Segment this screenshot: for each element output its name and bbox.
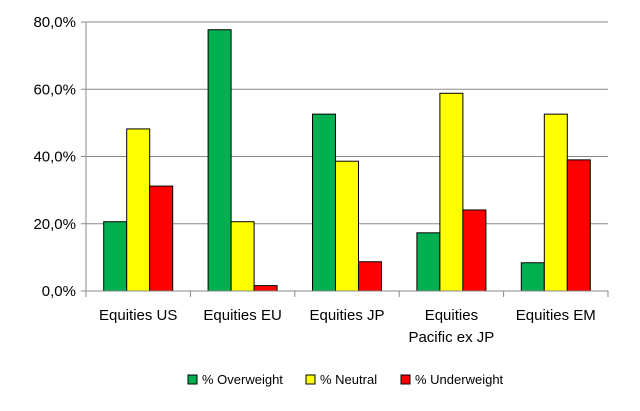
y-tick-label: 60,0% — [33, 81, 76, 98]
bar — [358, 261, 382, 292]
bar — [416, 232, 441, 292]
bar — [520, 262, 545, 292]
bar — [207, 29, 232, 292]
bar — [253, 285, 278, 292]
x-category-label: Equities — [425, 307, 478, 324]
axes — [81, 21, 609, 297]
bar-series — [103, 29, 591, 292]
x-category-label: Equities US — [99, 307, 177, 324]
legend-label: % Neutral — [320, 372, 377, 387]
y-tick-label: 0,0% — [42, 283, 76, 300]
x-category-label: Pacific ex JP — [408, 329, 494, 346]
bar — [462, 209, 487, 292]
bar — [230, 221, 255, 292]
legend-label: % Underweight — [415, 372, 504, 387]
legend-label: % Overweight — [202, 372, 283, 387]
y-tick-label: 80,0% — [33, 14, 76, 31]
bar — [566, 159, 591, 292]
x-category-label: Equities EM — [516, 307, 596, 324]
bar — [335, 160, 359, 292]
bar — [149, 185, 174, 292]
legend-swatch — [400, 374, 411, 385]
legend-swatch — [305, 374, 316, 385]
legend: % Overweight % Neutral % Underweight — [187, 372, 504, 387]
legend-swatch — [187, 374, 198, 385]
bar — [439, 92, 464, 292]
bar — [103, 221, 128, 292]
y-axis-tick-labels: 0,0% 20,0% 40,0% 60,0% 80,0% — [33, 14, 76, 300]
bar — [543, 113, 568, 292]
x-category-label: Equities JP — [309, 307, 384, 324]
y-tick-label: 40,0% — [33, 149, 76, 166]
x-axis-category-labels: Equities US Equities EU Equities JP Equitie… — [99, 307, 596, 346]
bar — [126, 128, 151, 292]
bar — [312, 113, 336, 292]
x-category-label: Equities EU — [203, 307, 281, 324]
y-tick-label: 20,0% — [33, 216, 76, 233]
